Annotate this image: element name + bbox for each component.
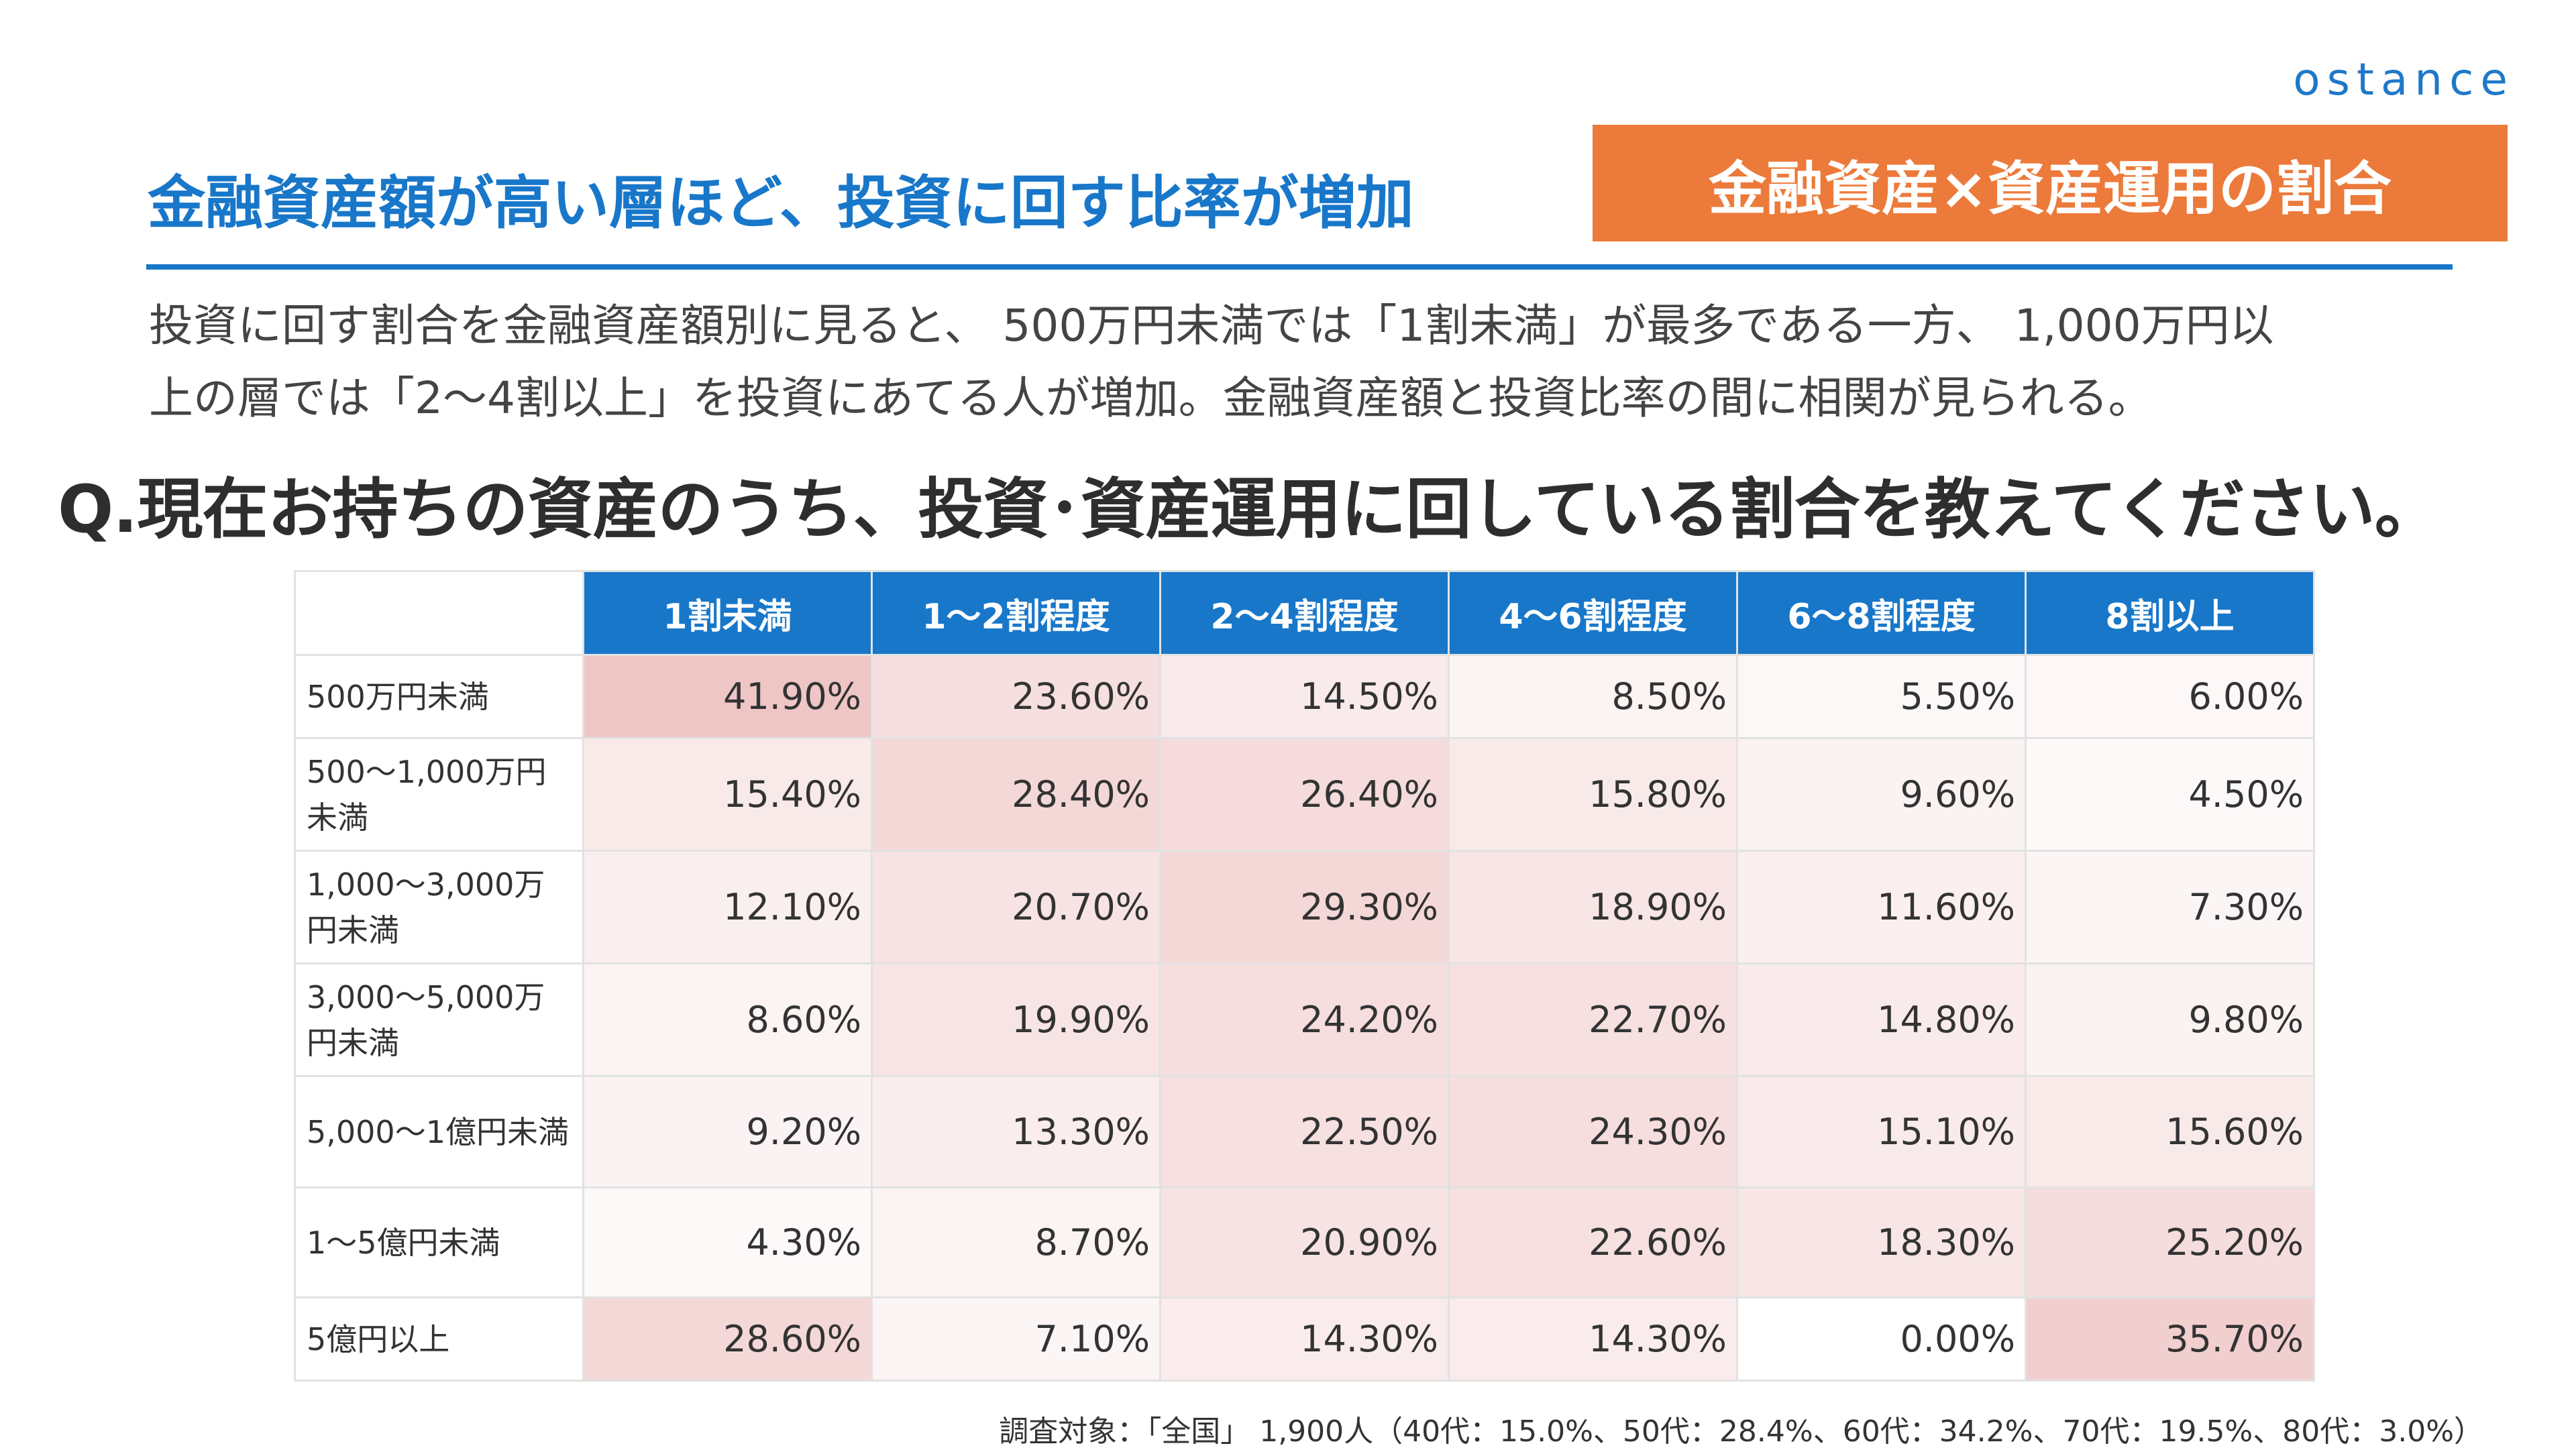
survey-footnote: 調査対象：「全国」 1,900人（40代：15.0%、50代：28.4%、60代… [999, 1414, 2483, 1449]
data-cell: 19.90% [871, 962, 1161, 1077]
data-cell: 11.60% [1736, 850, 2027, 964]
data-cell: 9.60% [1736, 737, 2027, 852]
data-cell: 15.60% [2025, 1075, 2315, 1188]
row-label: 5億円以上 [294, 1296, 584, 1382]
data-cell: 20.70% [871, 850, 1161, 964]
column-header: 2〜4割程度 [1159, 570, 1450, 656]
data-cell: 24.20% [1159, 962, 1450, 1077]
data-cell: 15.10% [1736, 1075, 2027, 1188]
column-header: 1割未満 [582, 570, 873, 656]
data-cell: 14.30% [1448, 1296, 1738, 1382]
data-cell: 7.30% [2025, 850, 2315, 964]
table-header-row: 1割未満 1〜2割程度 2〜4割程度 4〜6割程度 6〜8割程度 8割以上 [294, 570, 2315, 656]
data-cell: 8.60% [582, 962, 873, 1077]
data-cell: 15.80% [1448, 737, 1738, 852]
column-header: 1〜2割程度 [871, 570, 1161, 656]
data-cell: 28.40% [871, 737, 1161, 852]
data-cell: 14.30% [1159, 1296, 1450, 1382]
row-label: 1〜5億円未満 [294, 1186, 584, 1298]
corner-cell [294, 570, 584, 656]
data-cell: 4.50% [2025, 737, 2315, 852]
data-cell: 6.00% [2025, 654, 2315, 739]
data-cell: 14.80% [1736, 962, 2027, 1077]
lead-line-1: 投資に回す割合を金融資産額別に見ると、 500万円未満では「1割未満」が最多であ… [149, 300, 2274, 351]
column-header: 6〜8割程度 [1736, 570, 2027, 656]
data-cell: 25.20% [2025, 1186, 2315, 1298]
data-cell: 22.60% [1448, 1186, 1738, 1298]
row-label: 5,000〜1億円未満 [294, 1075, 584, 1188]
data-cell: 8.50% [1448, 654, 1738, 739]
data-cell: 7.10% [871, 1296, 1161, 1382]
topic-tag-label: 金融資産×資産運用の割合 [1708, 155, 2392, 223]
table-row: 5億円以上 28.60% 7.10% 14.30% 14.30% 0.00% 3… [294, 1296, 2315, 1382]
data-cell: 9.20% [582, 1075, 873, 1188]
table-row: 500万円未満 41.90% 23.60% 14.50% 8.50% 5.50%… [294, 654, 2315, 739]
row-label: 500万円未満 [294, 654, 584, 739]
data-cell: 0.00% [1736, 1296, 2027, 1382]
table-row: 3,000〜5,000万円未満 8.60% 19.90% 24.20% 22.7… [294, 962, 2315, 1077]
data-cell: 8.70% [871, 1186, 1161, 1298]
lead-paragraph: 投資に回す割合を金融資産額別に見ると、 500万円未満では「1割未満」が最多であ… [149, 290, 2457, 435]
data-cell: 15.40% [582, 737, 873, 852]
data-cell: 24.30% [1448, 1075, 1738, 1188]
data-cell: 22.70% [1448, 962, 1738, 1077]
investment-ratio-heatmap-table: 1割未満 1〜2割程度 2〜4割程度 4〜6割程度 6〜8割程度 8割以上 50… [294, 570, 2315, 1382]
table-row: 1〜5億円未満 4.30% 8.70% 20.90% 22.60% 18.30%… [294, 1186, 2315, 1298]
table-row: 1,000〜3,000万円未満 12.10% 20.70% 29.30% 18.… [294, 850, 2315, 964]
data-cell: 14.50% [1159, 654, 1450, 739]
ostance-logo: ostance [2293, 54, 2514, 105]
data-cell: 18.30% [1736, 1186, 2027, 1298]
data-cell: 13.30% [871, 1075, 1161, 1188]
data-cell: 23.60% [871, 654, 1161, 739]
data-cell: 4.30% [582, 1186, 873, 1298]
data-cell: 29.30% [1159, 850, 1450, 964]
data-cell: 5.50% [1736, 654, 2027, 739]
data-cell: 26.40% [1159, 737, 1450, 852]
lead-line-2: 上の層では「2〜4割以上」を投資にあてる人が増加。金融資産額と投資比率の間に相関… [149, 372, 2153, 424]
survey-question: Q.現在お持ちの資産のうち、投資･資産運用に回している割合を教えてください。 [58, 471, 2440, 548]
topic-tag: 金融資産×資産運用の割合 [1593, 125, 2508, 241]
headline-divider [146, 264, 2453, 270]
table-row: 5,000〜1億円未満 9.20% 13.30% 22.50% 24.30% 1… [294, 1075, 2315, 1188]
data-cell: 22.50% [1159, 1075, 1450, 1188]
data-cell: 20.90% [1159, 1186, 1450, 1298]
page-headline: 金融資産額が高い層ほど、投資に回す比率が増加 [148, 170, 1414, 237]
data-cell: 41.90% [582, 654, 873, 739]
row-label: 1,000〜3,000万円未満 [294, 850, 584, 964]
column-header: 8割以上 [2025, 570, 2315, 656]
data-cell: 35.70% [2025, 1296, 2315, 1382]
table-row: 500〜1,000万円未満 15.40% 28.40% 26.40% 15.80… [294, 737, 2315, 852]
data-cell: 12.10% [582, 850, 873, 964]
data-cell: 9.80% [2025, 962, 2315, 1077]
data-cell: 28.60% [582, 1296, 873, 1382]
row-label: 500〜1,000万円未満 [294, 737, 584, 852]
column-header: 4〜6割程度 [1448, 570, 1738, 656]
row-label: 3,000〜5,000万円未満 [294, 962, 584, 1077]
data-cell: 18.90% [1448, 850, 1738, 964]
